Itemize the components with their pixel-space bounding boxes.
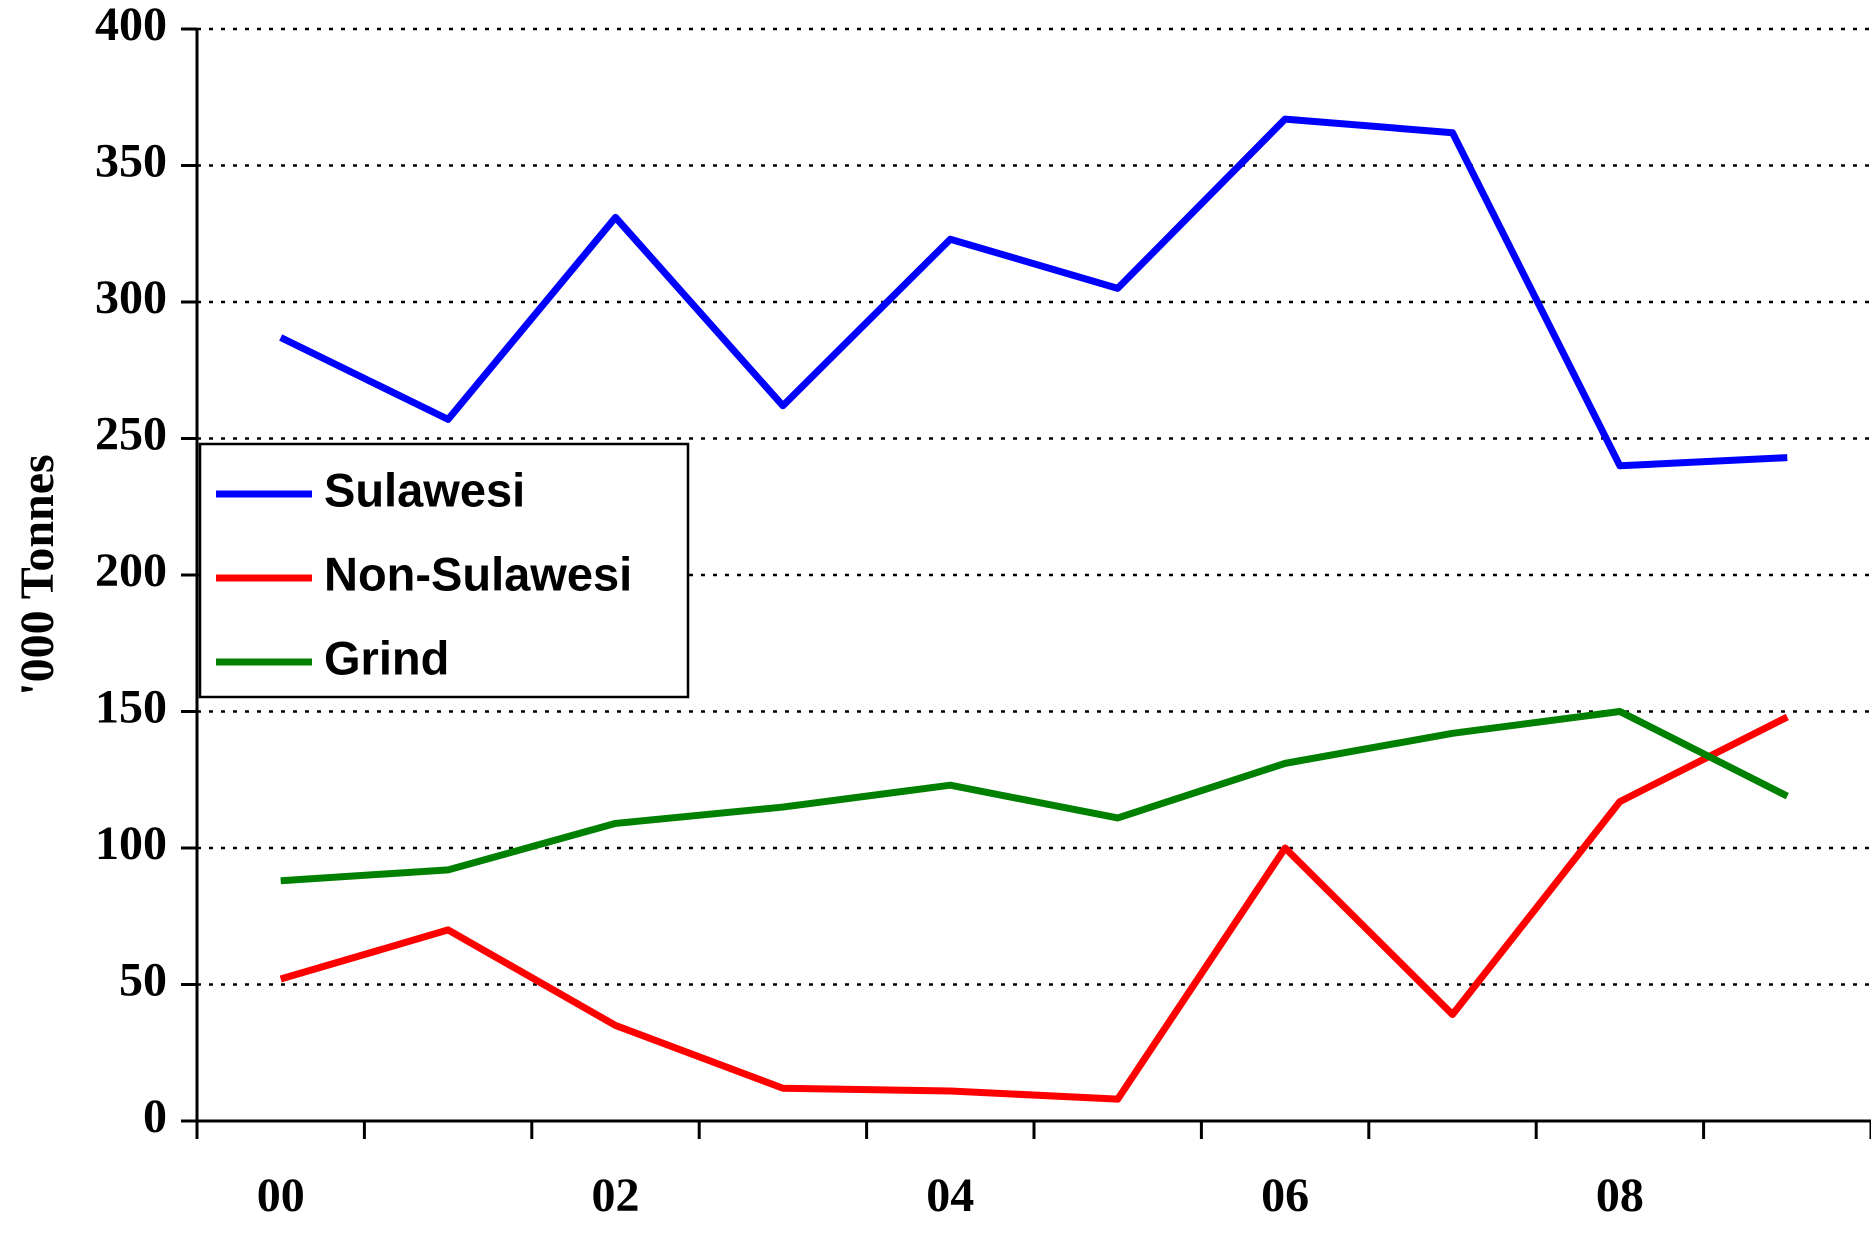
- series-line: [279, 713, 1789, 1103]
- y-tick-label: 250: [95, 408, 167, 461]
- x-tick-label: 06: [1261, 1169, 1309, 1222]
- x-tick-label: 08: [1596, 1169, 1644, 1222]
- legend-label: Grind: [324, 631, 449, 684]
- legend-label: Sulawesi: [324, 463, 525, 516]
- y-tick-label: 300: [95, 271, 167, 324]
- legend-label: Non-Sulawesi: [324, 547, 632, 600]
- y-tick-label: 50: [119, 954, 167, 1007]
- y-axis-label: '000 Tonnes: [11, 454, 64, 695]
- x-tick-label: 02: [592, 1169, 640, 1222]
- y-tick-label: 400: [95, 0, 167, 51]
- y-tick-label: 350: [95, 135, 167, 188]
- y-tick-label: 100: [95, 817, 167, 870]
- x-tick-label: 00: [257, 1169, 305, 1222]
- x-tick-label: 04: [926, 1169, 974, 1222]
- series-line: [280, 708, 1789, 885]
- series-line: [279, 115, 1788, 470]
- y-tick-label: 0: [143, 1090, 167, 1143]
- y-tick-label: 200: [95, 544, 167, 597]
- y-tick-label: 150: [95, 681, 167, 734]
- legend-box: [198, 442, 690, 699]
